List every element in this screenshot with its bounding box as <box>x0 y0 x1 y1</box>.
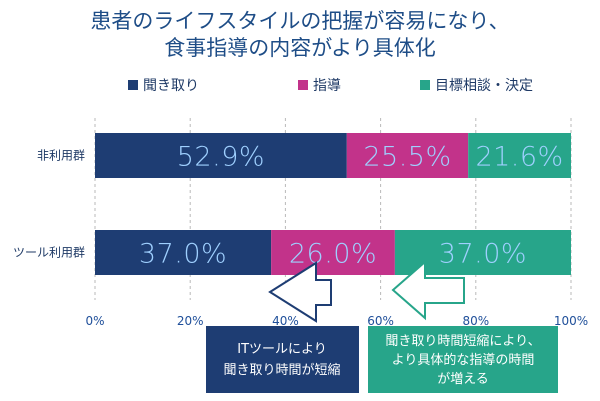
data-label-2-1: 37.0% <box>139 239 227 270</box>
bar-2-2 <box>271 230 395 275</box>
data-label-1-2: 25.5% <box>363 142 451 173</box>
legend-swatch-2 <box>298 80 308 90</box>
bar-1-2 <box>346 133 469 178</box>
legend-swatch-1 <box>128 80 138 90</box>
x-tick-label-6: 100% <box>554 314 588 328</box>
arrow-2 <box>391 259 465 321</box>
bar-1-3 <box>468 133 571 178</box>
legend-label-3: 目標相談・決定 <box>435 78 533 94</box>
bar-1-1 <box>95 133 347 178</box>
legend-label-2: 指導 <box>313 78 341 94</box>
legend-label-1: 聞き取り <box>143 78 199 94</box>
callout-1-line-1: ITツールにより <box>237 342 327 357</box>
title-line-1: 患者のライフスタイルの把握が容易になり、 <box>90 9 509 33</box>
value-axis: 0% 20% 40% 60% 80% 100% <box>85 314 588 328</box>
category-label-2: ツール利用群 <box>13 246 85 260</box>
title-line-2: 食事指導の内容がより具体化 <box>164 36 436 60</box>
callout-box-2 <box>368 326 558 393</box>
data-label-1-1: 52.9% <box>177 142 265 173</box>
callout-1-line-2: 聞き取り時間が短縮 <box>223 362 340 378</box>
arrow-1 <box>268 261 332 323</box>
x-tick-label-2: 20% <box>177 314 204 328</box>
chart-title: 患者のライフスタイルの把握が容易になり、食事指導の内容がより具体化 <box>90 9 509 60</box>
bar-2-1 <box>95 230 272 275</box>
x-tick-label-4: 60% <box>367 314 394 328</box>
legend-swatch-3 <box>420 80 430 90</box>
data-label-2-2: 26.0% <box>289 239 377 270</box>
callout-box-1 <box>206 326 359 393</box>
data-label-2-3: 37.0% <box>439 239 527 270</box>
legend: 聞き取り 指導 目標相談・決定 <box>128 78 533 94</box>
callout-2-line-1: 聞き取り時間短縮により、 <box>385 333 540 349</box>
callout-2-line-2: より具体的な指導の時間 <box>392 352 535 368</box>
data-label-1-3: 21.6% <box>475 142 563 173</box>
callout-2-line-3: が増える <box>437 372 489 387</box>
x-tick-label-1: 0% <box>85 314 104 328</box>
bars: 52.9% 25.5% 21.6% 37.0% 26.0% 37.0% <box>95 133 571 275</box>
x-tick-label-3: 40% <box>272 314 299 328</box>
category-label-1: 非利用群 <box>37 149 85 163</box>
x-tick-label-5: 80% <box>462 314 489 328</box>
